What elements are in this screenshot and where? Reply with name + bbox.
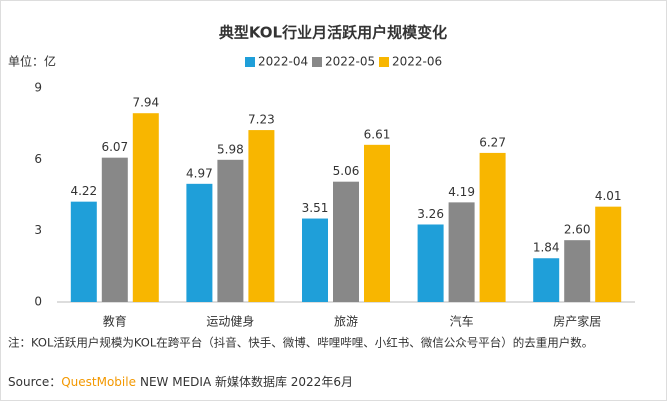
bar [595, 206, 622, 302]
legend-label: 2022-04 [258, 55, 308, 69]
value-label: 5.98 [217, 142, 244, 156]
chart-title: 典型KOL行业月活跃用户规模变化 [219, 24, 447, 42]
value-label: 3.26 [417, 207, 444, 221]
bar [364, 144, 390, 302]
bar [186, 183, 213, 302]
bar [132, 113, 159, 303]
value-label: 4.01 [595, 189, 622, 203]
bar [302, 218, 328, 302]
legend-label: 2022-06 [392, 55, 442, 69]
bar [70, 201, 97, 302]
bar [533, 258, 560, 302]
value-label: 2.60 [564, 223, 591, 237]
value-label: 3.51 [302, 201, 329, 215]
value-label: 7.23 [248, 113, 275, 127]
x-tick-label: 汽车 [450, 314, 474, 329]
value-label: 6.07 [101, 140, 128, 154]
legend-swatch [379, 57, 389, 67]
bar [217, 159, 244, 302]
y-tick-label: 9 [34, 81, 42, 95]
value-label: 5.06 [333, 164, 360, 178]
value-label: 6.27 [479, 135, 506, 149]
value-label: 4.97 [186, 166, 213, 180]
bar [448, 202, 475, 302]
y-tick-label: 0 [34, 295, 42, 309]
bar [564, 240, 591, 302]
bar [333, 181, 359, 302]
legend-label: 2022-05 [325, 55, 375, 69]
value-label: 7.94 [132, 96, 159, 110]
value-label: 4.19 [448, 185, 475, 199]
x-tick-label: 房产家居 [553, 314, 601, 329]
bar [101, 157, 128, 302]
bar [417, 224, 444, 302]
bar [248, 130, 275, 302]
x-tick-label: 旅游 [334, 315, 358, 329]
value-label: 1.84 [533, 241, 560, 255]
x-tick-label: 教育 [103, 314, 127, 329]
source-rest: NEW MEDIA 新媒体数据库 2022年6月 [140, 374, 353, 389]
legend-swatch [312, 57, 322, 67]
value-label: 6.61 [364, 127, 391, 141]
source-prefix: Source： [8, 375, 61, 389]
note: 注：KOL活跃用户规模为KOL在跨平台（抖音、快手、微博、哔哩哔哩、小红书、微信… [8, 336, 593, 350]
source-brand: QuestMobile [61, 375, 136, 389]
bar [479, 152, 506, 302]
y-tick-label: 3 [34, 223, 42, 237]
source: Source：QuestMobile NEW MEDIA 新媒体数据库 2022年… [8, 374, 353, 389]
x-tick-label: 运动健身 [206, 314, 254, 329]
legend-swatch [245, 57, 255, 67]
unit-label: 单位：亿 [8, 54, 56, 69]
value-label: 4.22 [70, 184, 97, 198]
y-tick-label: 6 [34, 152, 42, 166]
